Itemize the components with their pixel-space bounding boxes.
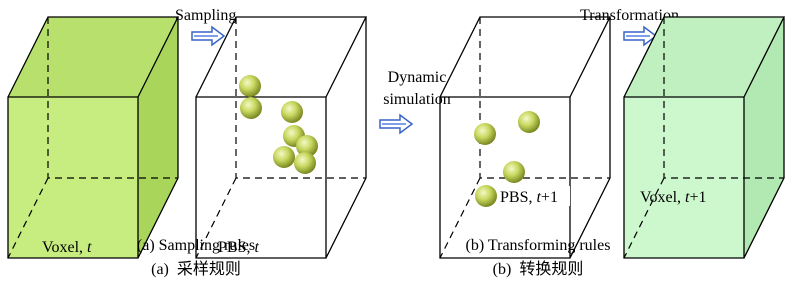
- arrow: [380, 115, 412, 133]
- voxel-cube: Voxel, t+1: [624, 17, 784, 258]
- cube-label: Voxel, t: [42, 239, 92, 256]
- step-label: Sampling: [175, 7, 236, 24]
- caption: (a) 采样规则: [151, 260, 241, 278]
- voxel-cube: Voxel, t: [8, 17, 178, 258]
- cube-label: PBS, t+1: [500, 189, 558, 206]
- caption: (a) Sampling rules: [137, 237, 255, 254]
- step-label: Dynamic: [388, 69, 447, 86]
- cube-label: Voxel, t+1: [640, 189, 707, 206]
- pbs-cube: PBS, t+1: [440, 17, 610, 258]
- caption: (b) Transforming rules: [466, 237, 611, 254]
- diagram: Voxel, t Sampling PBS, t Dynamic simulat…: [0, 0, 789, 292]
- arrow: [192, 27, 224, 45]
- pbs-cube: PBS, t: [196, 17, 366, 258]
- caption: (b) 转换规则: [493, 260, 584, 278]
